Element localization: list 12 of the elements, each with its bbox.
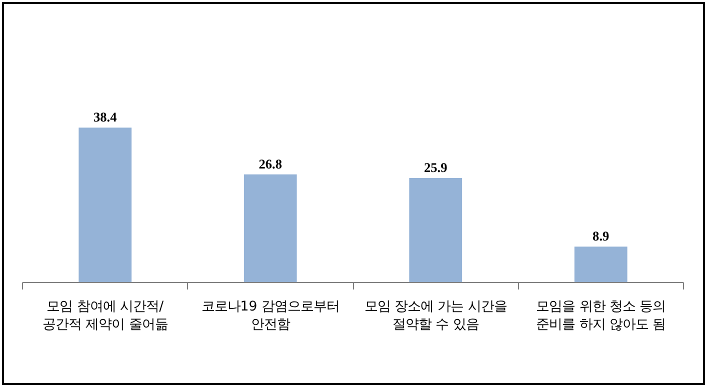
bar bbox=[78, 128, 132, 282]
data-label: 8.9 bbox=[592, 228, 610, 244]
bar bbox=[409, 178, 462, 282]
data-label: 26.8 bbox=[258, 156, 282, 172]
x-tick-label: 모임 장소에 가는 시간을 절약할 수 있음 bbox=[364, 300, 507, 332]
bar bbox=[574, 246, 628, 282]
x-tick-label: 코로나19 감염으로부터 안전함 bbox=[201, 300, 340, 332]
x-tick-label: 모임을 위한 청소 등의 준비를 하지 않아도 됨 bbox=[536, 300, 666, 332]
bar bbox=[244, 174, 297, 282]
data-label: 25.9 bbox=[424, 160, 448, 176]
data-label: 38.4 bbox=[93, 110, 118, 125]
x-tick-label: 모임 참여에 시간적/ 공간적 제약이 줄어듦 bbox=[42, 300, 168, 332]
